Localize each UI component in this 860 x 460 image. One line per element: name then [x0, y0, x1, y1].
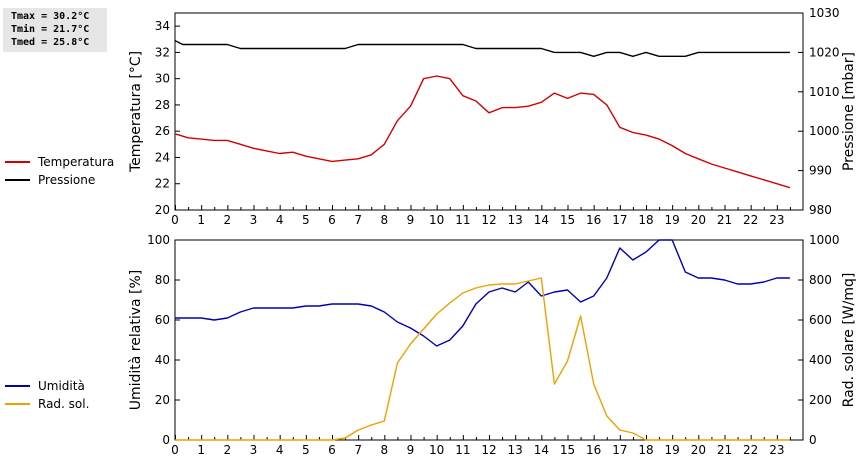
x-tick-label: 22 — [743, 213, 758, 227]
y-left-axis-label: Umidità relativa [%] — [128, 270, 144, 411]
x-tick-label: 12 — [481, 213, 496, 227]
x-tick-label: 1 — [197, 443, 205, 457]
x-tick-label: 23 — [769, 443, 784, 457]
x-tick-label: 2 — [224, 213, 232, 227]
x-tick-label: 13 — [508, 213, 523, 227]
y-left-tick-label: 20 — [155, 393, 170, 407]
legend-label: Rad. sol. — [38, 397, 89, 411]
series-line-pressione — [174, 39, 790, 57]
x-tick-label: 6 — [328, 213, 336, 227]
y-right-axis-label: Pressione [mbar] — [841, 52, 857, 171]
y-right-axis-label: Rad. solare [W/mq] — [841, 273, 857, 408]
chart-panel-2: 0 1 2 3 4 5 6 7 8 9 10 11 12 13 14 15 16 17 18 19 20 21 22 2302… — [5, 233, 857, 457]
tmin-label: Tmin = 21.7°C — [11, 24, 90, 35]
x-tick-label: 7 — [354, 213, 362, 227]
x-tick-label: 18 — [638, 213, 653, 227]
x-tick-label: 15 — [560, 443, 575, 457]
x-tick-label: 12 — [481, 443, 496, 457]
y-left-axis-label: Temperatura [°C] — [128, 51, 144, 173]
x-tick-label: 19 — [665, 213, 680, 227]
x-tick-label: 16 — [586, 443, 601, 457]
x-tick-label: 1 — [197, 213, 205, 227]
y-right-tick-label: 0 — [809, 433, 817, 447]
y-right-tick-label: 600 — [809, 313, 832, 327]
y-left-tick-label: 32 — [155, 45, 170, 59]
x-tick-label: 4 — [276, 443, 284, 457]
tmed-label: Tmed = 25.8°C — [11, 37, 90, 48]
y-left-tick-label: 30 — [155, 72, 170, 86]
x-tick-label: 18 — [638, 443, 653, 457]
y-right-tick-label: 1030 — [809, 6, 840, 20]
x-tick-label: 17 — [612, 213, 627, 227]
x-tick-label: 0 — [171, 213, 179, 227]
x-tick-label: 11 — [455, 443, 470, 457]
x-tick-label: 17 — [612, 443, 627, 457]
tmax-label: Tmax = 30.2°C — [11, 11, 90, 22]
y-right-tick-label: 990 — [809, 164, 832, 178]
x-tick-label: 3 — [250, 443, 258, 457]
x-tick-label: 2 — [224, 443, 232, 457]
y-left-tick-label: 60 — [155, 313, 170, 327]
x-tick-label: 3 — [250, 213, 258, 227]
y-left-tick-label: 80 — [155, 273, 170, 287]
legend-label: Pressione — [38, 173, 95, 187]
plot-frame — [174, 12, 804, 211]
y-right-tick-label: 800 — [809, 273, 832, 287]
legend-label: Umidità — [38, 379, 85, 393]
x-tick-label: 19 — [665, 443, 680, 457]
y-left-tick-label: 24 — [155, 150, 170, 164]
y-left-tick-label: 22 — [155, 177, 170, 191]
series-line-temperatura — [174, 75, 791, 189]
x-tick-label: 16 — [586, 213, 601, 227]
y-left-tick-label: 20 — [155, 203, 170, 217]
x-tick-label: 20 — [691, 213, 706, 227]
x-tick-label: 9 — [407, 213, 415, 227]
x-tick-label: 10 — [429, 443, 444, 457]
stats-box: Tmax = 30.2°C Tmin = 21.7°C Tmed = 25.8°… — [3, 8, 107, 52]
y-left-tick-label: 0 — [162, 433, 170, 447]
x-tick-label: 7 — [354, 443, 362, 457]
x-tick-label: 6 — [328, 443, 336, 457]
series-line-umidit- — [175, 239, 790, 347]
x-tick-label: 22 — [743, 443, 758, 457]
x-tick-label: 21 — [717, 213, 732, 227]
x-tick-label: 0 — [171, 443, 179, 457]
x-tick-label: 21 — [717, 443, 732, 457]
series-line-rad-sol- — [175, 277, 790, 441]
plot-frame — [174, 239, 804, 441]
y-left-tick-label: 26 — [155, 124, 170, 138]
y-left-tick-label: 40 — [155, 353, 170, 367]
x-tick-label: 11 — [455, 213, 470, 227]
x-tick-label: 9 — [407, 443, 415, 457]
y-right-tick-label: 1020 — [809, 45, 840, 59]
y-right-tick-label: 400 — [809, 353, 832, 367]
x-tick-label: 13 — [508, 443, 523, 457]
y-right-tick-label: 200 — [809, 393, 832, 407]
x-tick-label: 8 — [381, 443, 389, 457]
y-right-tick-label: 1000 — [809, 124, 840, 138]
x-tick-label: 20 — [691, 443, 706, 457]
chart-panel-1: 0 1 2 3 4 5 6 7 8 9 10 11 12 13 14 15 16 17 18 19 20 21 22 2320… — [5, 6, 857, 227]
y-left-tick-label: 28 — [155, 98, 170, 112]
x-tick-label: 10 — [429, 213, 444, 227]
y-left-tick-label: 34 — [155, 19, 170, 33]
x-tick-label: 14 — [534, 443, 549, 457]
legend-label: Temperatura — [37, 155, 114, 169]
x-tick-label: 23 — [769, 213, 784, 227]
x-tick-label: 14 — [534, 213, 549, 227]
x-tick-label: 15 — [560, 213, 575, 227]
y-left-tick-label: 100 — [147, 233, 170, 247]
x-tick-label: 8 — [381, 213, 389, 227]
x-tick-label: 4 — [276, 213, 284, 227]
y-right-tick-label: 1000 — [809, 233, 840, 247]
y-right-tick-label: 980 — [809, 203, 832, 217]
x-tick-label: 5 — [302, 443, 310, 457]
x-tick-label: 5 — [302, 213, 310, 227]
y-right-tick-label: 1010 — [809, 85, 840, 99]
